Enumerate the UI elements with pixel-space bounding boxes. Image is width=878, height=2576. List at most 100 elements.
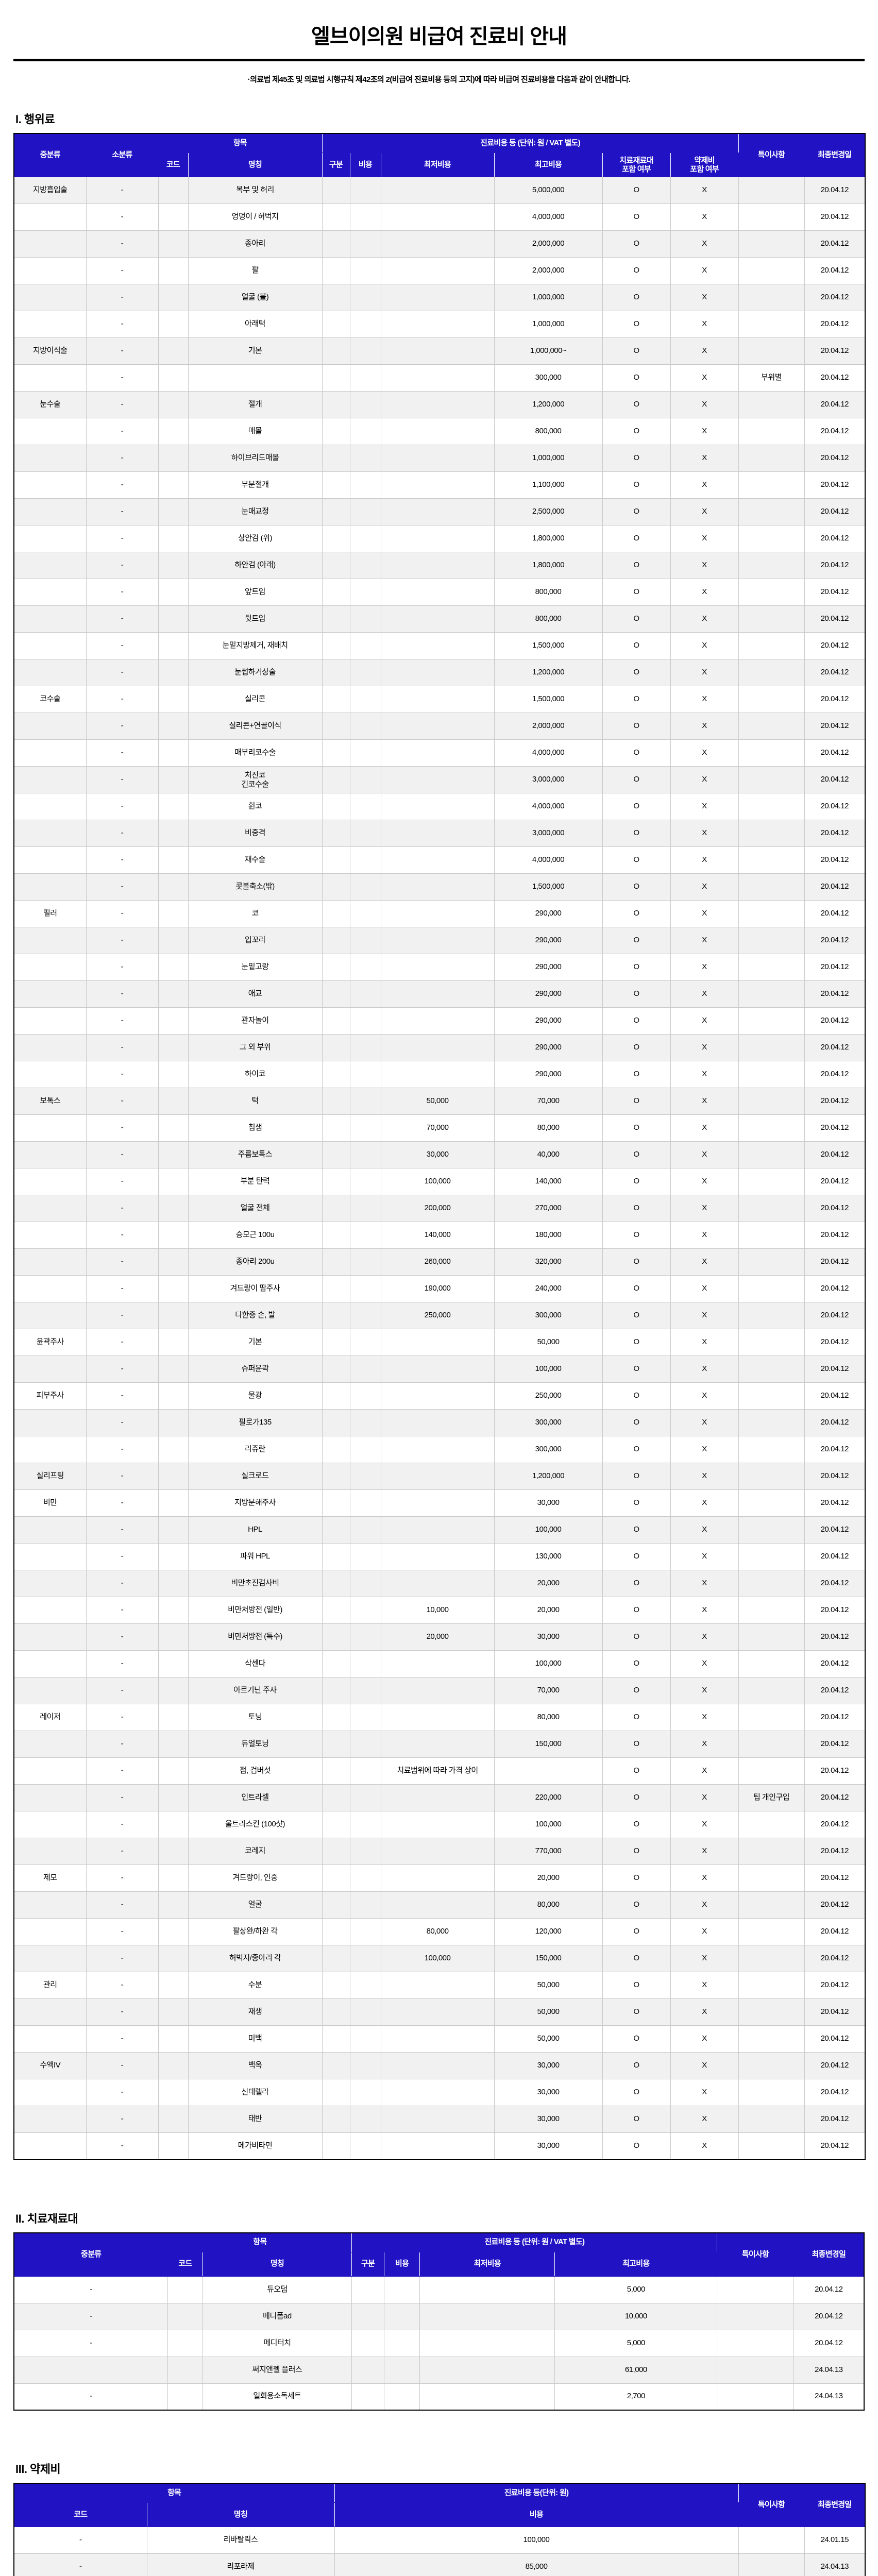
cell-remarks — [738, 1114, 805, 1142]
table-row: - 울트라스킨 (100샷) 100,000 O X 20.04.12 — [13, 1811, 866, 1838]
cell-max-cost: 300,000 — [494, 1302, 603, 1329]
cell-remarks — [717, 2276, 794, 2303]
cell-mid-category — [13, 1838, 87, 1865]
table-row: - 아래턱 1,000,000 O X 20.04.12 — [13, 311, 866, 338]
cell-code — [158, 337, 189, 365]
cell-biyong — [349, 766, 381, 793]
cell-drug-included: X — [670, 1222, 739, 1249]
cell-drug-included: X — [670, 1918, 739, 1945]
cell-sub-category: - — [86, 391, 159, 418]
cell-biyong — [349, 1141, 381, 1168]
th2-item-group: 항목 — [167, 2232, 352, 2252]
cell-max-cost: 10,000 — [554, 2302, 718, 2330]
cell-last-changed: 20.04.12 — [804, 1195, 866, 1222]
cell-code — [158, 605, 189, 633]
cell-gubun — [322, 1543, 350, 1570]
cell-min-cost — [380, 337, 495, 365]
cell-max-cost: 290,000 — [494, 927, 603, 954]
cell-max-cost: 50,000 — [494, 2025, 603, 2053]
cell-material-included: O — [602, 204, 671, 231]
cell-gubun — [322, 445, 350, 472]
cell-max-cost: 20,000 — [494, 1597, 603, 1624]
cell-code — [158, 1034, 189, 1061]
cell-material-included: O — [602, 1382, 671, 1410]
cell-max-cost: 300,000 — [494, 364, 603, 392]
cell-min-cost — [380, 1972, 495, 1999]
cell-gubun — [322, 1382, 350, 1410]
cell-last-changed: 20.04.12 — [804, 1677, 866, 1704]
cell-name: 관자놀이 — [188, 1007, 323, 1035]
cell-last-changed: 20.04.12 — [793, 2329, 865, 2357]
cell-name: 다한증 손, 발 — [188, 1302, 323, 1329]
cell-sub-category: - — [86, 632, 159, 659]
cell-mid-category — [13, 1677, 87, 1704]
cell-biyong — [349, 579, 381, 606]
cell-mid-category — [13, 418, 87, 445]
cell-drug-included: X — [670, 1731, 739, 1758]
cell-gubun — [322, 337, 350, 365]
table-row: - 점, 검버섯 치료범위에 따라 가격 상이 O X 20.04.12 — [13, 1757, 866, 1785]
cell-material-included: O — [602, 1168, 671, 1195]
cell-max-cost: 5,000,000 — [494, 177, 603, 204]
cell-remarks — [738, 927, 805, 954]
table-row: - 부분절개 1,100,000 O X 20.04.12 — [13, 471, 866, 499]
cell-drug-included: X — [670, 1516, 739, 1544]
cell-material-included: O — [602, 659, 671, 686]
cell-drug-included: X — [670, 579, 739, 606]
cell-sub-category: - — [86, 2079, 159, 2106]
cell-name: 일회용소독세트 — [202, 2383, 352, 2411]
cell-remarks — [738, 1945, 805, 1972]
cell-material-included: O — [602, 954, 671, 981]
cell-sub-category: - — [86, 954, 159, 981]
cell-name: 눈밑고랑 — [188, 954, 323, 981]
cell-name: 리포라제 — [146, 2553, 335, 2576]
cell-remarks — [738, 605, 805, 633]
cell-drug-included: X — [670, 1650, 739, 1677]
cell-mid-category — [13, 766, 87, 793]
cell-min-cost — [380, 1382, 495, 1410]
cell-name: 하이브리드매몰 — [188, 445, 323, 472]
cell-last-changed: 20.04.12 — [804, 2052, 866, 2079]
cell-material-included: O — [602, 1972, 671, 1999]
cell-code — [158, 1329, 189, 1356]
cell-max-cost: 100,000 — [494, 1355, 603, 1383]
cell-material-included: O — [602, 686, 671, 713]
cell-biyong — [349, 1891, 381, 1919]
cell-mid-category: - — [13, 2383, 168, 2411]
th-drug-line1: 약제비 — [694, 156, 715, 165]
table-row: - 메디폼ad 10,000 20.04.12 — [13, 2302, 865, 2330]
cell-name: 필로가135 — [188, 1409, 323, 1436]
cell-name: 절개 — [188, 391, 323, 418]
cell-sub-category: - — [86, 1275, 159, 1302]
cell-name: 콧볼축소(밖) — [188, 873, 323, 901]
cell-min-cost — [380, 820, 495, 847]
cell-min-cost — [380, 2106, 495, 2133]
table-row: - 하이브리드매몰 1,000,000 O X 20.04.12 — [13, 445, 866, 472]
cell-last-changed: 20.04.12 — [804, 1061, 866, 1088]
cell-max-cost: 770,000 — [494, 1838, 603, 1865]
cell-drug-included: X — [670, 2106, 739, 2133]
cell-code — [158, 1355, 189, 1383]
cell-max-cost: 100,000 — [494, 1650, 603, 1677]
cell-biyong — [349, 1516, 381, 1544]
cell-drug-included: X — [670, 1007, 739, 1035]
cell-gubun — [351, 2302, 384, 2330]
cell-min-cost — [380, 391, 495, 418]
cell-code — [158, 2106, 189, 2133]
cell-code — [158, 1918, 189, 1945]
cell-max-cost: 130,000 — [494, 1543, 603, 1570]
cell-remarks — [738, 846, 805, 874]
cell-sub-category: - — [86, 605, 159, 633]
cell-biyong — [349, 820, 381, 847]
cell-last-changed: 20.04.12 — [804, 204, 866, 231]
cell-max-cost: 1,800,000 — [494, 552, 603, 579]
cell-min-cost: 260,000 — [380, 1248, 495, 1276]
cell-min-cost — [380, 1409, 495, 1436]
cell-code — [158, 2132, 189, 2160]
cell-sub-category: - — [86, 579, 159, 606]
cell-max-cost: 2,000,000 — [494, 257, 603, 284]
cell-name: 재수술 — [188, 846, 323, 874]
cell-code — [158, 980, 189, 1008]
cell-remarks — [738, 418, 805, 445]
cell-max-cost: 30,000 — [494, 2132, 603, 2160]
